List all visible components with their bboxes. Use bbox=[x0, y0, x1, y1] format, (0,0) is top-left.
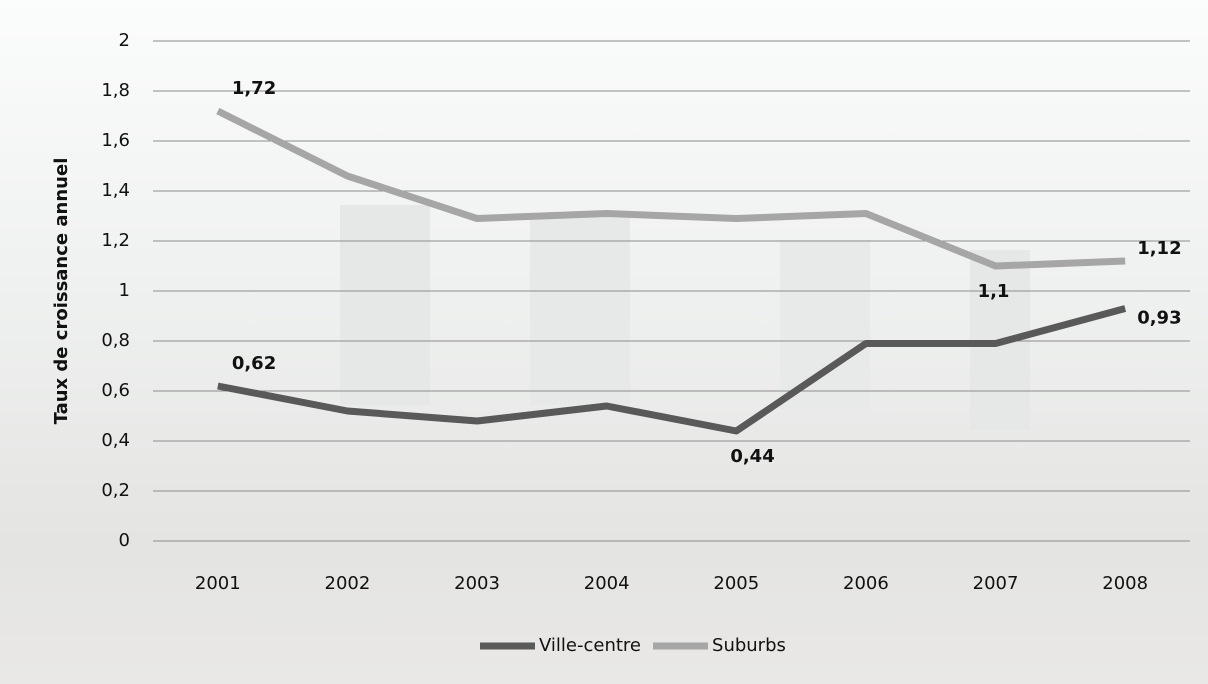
y-tick-label: 0,2 bbox=[101, 480, 130, 501]
data-label: 1,12 bbox=[1137, 238, 1181, 259]
x-tick-label: 2005 bbox=[713, 573, 759, 594]
bg-building bbox=[530, 215, 630, 405]
y-tick-label: 1,4 bbox=[101, 180, 130, 201]
data-label: 0,93 bbox=[1137, 308, 1181, 329]
series-line bbox=[217, 305, 1127, 435]
data-label: 1,1 bbox=[978, 281, 1010, 302]
legend-label: Suburbs bbox=[712, 635, 786, 656]
bg-building bbox=[780, 240, 870, 410]
y-tick-label: 0,4 bbox=[101, 430, 130, 451]
bg-building bbox=[340, 205, 430, 405]
x-tick-label: 2003 bbox=[454, 573, 500, 594]
y-tick-label: 1 bbox=[119, 280, 130, 301]
data-label: 0,62 bbox=[232, 353, 276, 374]
y-tick-label: 1,6 bbox=[101, 130, 130, 151]
data-label: 0,44 bbox=[730, 446, 774, 467]
x-tick-label: 2006 bbox=[843, 573, 889, 594]
x-tick-label: 2004 bbox=[584, 573, 630, 594]
y-axis-title: Taux de croissance annuel bbox=[51, 158, 72, 425]
data-label: 1,72 bbox=[232, 78, 276, 99]
legend-label: Ville-centre bbox=[539, 635, 641, 656]
y-tick-label: 0 bbox=[119, 530, 130, 551]
x-tick-label: 2008 bbox=[1102, 573, 1148, 594]
series-line bbox=[216, 107, 1126, 270]
x-tick-label: 2007 bbox=[973, 573, 1019, 594]
y-tick-label: 1,8 bbox=[101, 80, 130, 101]
x-tick-label: 2002 bbox=[325, 573, 371, 594]
y-tick-label: 0,8 bbox=[101, 330, 130, 351]
x-tick-label: 2001 bbox=[195, 573, 241, 594]
y-tick-label: 1,2 bbox=[101, 230, 130, 251]
y-tick-label: 2 bbox=[119, 30, 130, 51]
y-tick-label: 0,6 bbox=[101, 380, 130, 401]
